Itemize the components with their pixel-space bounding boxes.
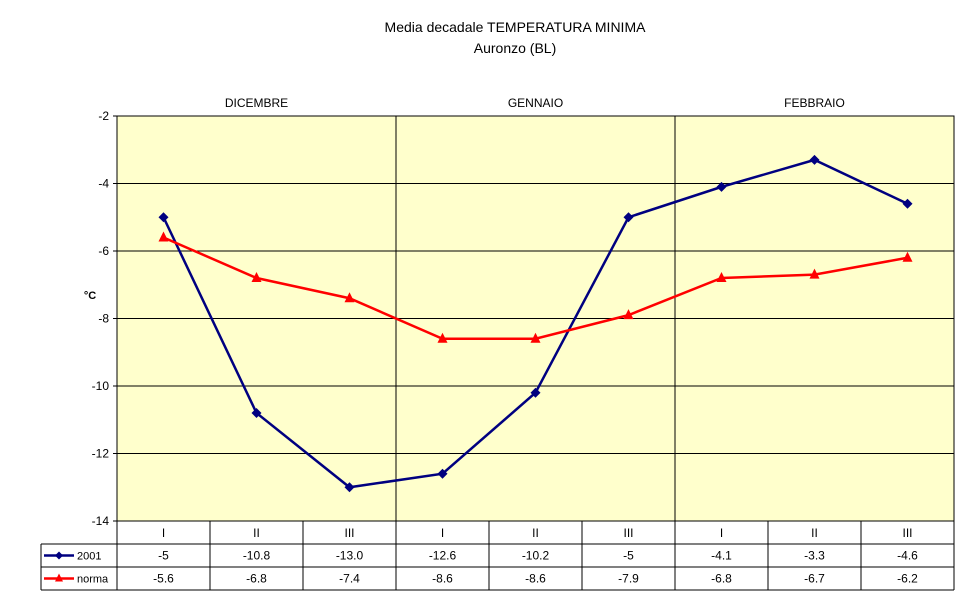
data-point xyxy=(158,231,169,242)
y-axis-ticks: -2 -4 -6 -8 -10 -12 -14 xyxy=(92,109,117,528)
y-tick-label: -14 xyxy=(92,514,110,528)
y-tick-label: -6 xyxy=(98,244,109,258)
data-point xyxy=(530,387,541,398)
data-label: -6.8 xyxy=(246,572,267,586)
data-label: -5 xyxy=(158,549,169,563)
data-label: -8.6 xyxy=(525,572,546,586)
data-label: -5 xyxy=(623,549,634,563)
month-label: GENNAIO xyxy=(508,96,563,110)
data-label: -6.8 xyxy=(711,572,732,586)
data-label: -7.9 xyxy=(618,572,639,586)
data-point xyxy=(437,468,448,479)
data-point xyxy=(344,292,355,303)
data-point xyxy=(437,332,448,343)
data-point xyxy=(623,212,634,223)
data-point xyxy=(158,212,169,223)
data-point xyxy=(902,198,913,209)
chart-title: Media decadale TEMPERATURA MINIMA xyxy=(384,19,646,35)
x-tick-label: I xyxy=(720,526,723,540)
legend-marker xyxy=(55,573,63,582)
data-point xyxy=(344,482,355,493)
month-label: FEBBRAIO xyxy=(784,96,845,110)
data-label: -6.7 xyxy=(804,572,825,586)
y-tick-label: -2 xyxy=(98,109,109,123)
y-tick-label: -8 xyxy=(98,312,109,326)
legend-label: 2001 xyxy=(77,551,101,563)
data-point xyxy=(716,272,727,282)
chart-subtitle: Auronzo (BL) xyxy=(473,40,557,56)
data-label: -7.4 xyxy=(339,572,360,586)
x-tick-label: II xyxy=(253,526,260,540)
month-labels: DICEMBRE GENNAIO FEBBRAIO xyxy=(225,96,845,110)
data-label: -12.6 xyxy=(429,549,457,563)
x-tick-label: I xyxy=(441,526,444,540)
data-label: -3.3 xyxy=(804,549,825,563)
month-label: DICEMBRE xyxy=(225,96,288,110)
data-point xyxy=(902,251,913,262)
data-point xyxy=(623,309,634,320)
data-label: -13.0 xyxy=(336,549,364,563)
y-tick-label: -12 xyxy=(92,447,110,461)
y-tick-label: -4 xyxy=(98,177,109,191)
data-point xyxy=(251,408,262,418)
data-point xyxy=(251,272,262,282)
data-label: -5.6 xyxy=(153,572,174,586)
data-point xyxy=(530,332,541,343)
data-label: -4.6 xyxy=(897,549,918,563)
data-point xyxy=(809,268,820,279)
x-tick-label: II xyxy=(811,526,818,540)
legend-marker xyxy=(55,551,63,560)
series-markers xyxy=(158,154,913,493)
x-tick-label: II xyxy=(532,526,539,540)
y-axis-label: °C xyxy=(84,290,96,302)
legend-label: norma xyxy=(77,574,109,586)
x-tick-label: I xyxy=(162,526,165,540)
data-point xyxy=(716,181,727,192)
data-label: -8.6 xyxy=(432,572,453,586)
x-tick-label: III xyxy=(344,526,354,540)
data-label: -10.2 xyxy=(522,549,550,563)
data-label: -6.2 xyxy=(897,572,918,586)
x-tick-label: III xyxy=(902,526,912,540)
data-label: -4.1 xyxy=(711,549,732,563)
y-tick-label: -10 xyxy=(92,379,110,393)
gridlines xyxy=(117,183,954,454)
data-label: -10.8 xyxy=(243,549,271,563)
data-point xyxy=(809,154,820,165)
x-tick-label: III xyxy=(623,526,633,540)
